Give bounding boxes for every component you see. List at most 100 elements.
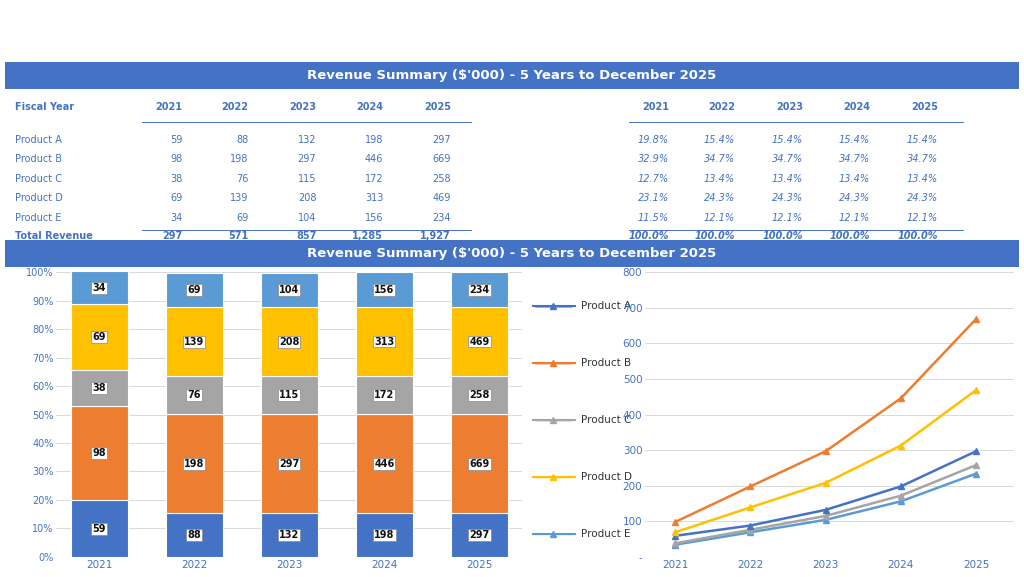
Bar [166, 513, 222, 557]
Text: 24.3%: 24.3% [772, 193, 803, 203]
Text: 2022: 2022 [221, 103, 249, 113]
Text: 132: 132 [280, 530, 299, 540]
Text: 2024: 2024 [356, 103, 383, 113]
Text: 198: 198 [184, 459, 205, 469]
Text: 24.3%: 24.3% [703, 193, 735, 203]
Text: 38: 38 [170, 174, 182, 183]
Text: Fiscal Year: Fiscal Year [15, 103, 75, 113]
Text: 59: 59 [92, 523, 105, 534]
Bar [451, 307, 508, 376]
Text: 34: 34 [92, 283, 105, 293]
Text: 297: 297 [162, 231, 182, 241]
Text: 69: 69 [92, 332, 105, 342]
Text: 446: 446 [374, 459, 394, 469]
Text: 98: 98 [170, 154, 182, 164]
Text: 198: 198 [365, 134, 383, 145]
Text: Product A: Product A [582, 301, 632, 312]
Text: 100.0%: 100.0% [694, 231, 735, 241]
Text: 13.4%: 13.4% [906, 174, 938, 183]
Text: 11.5%: 11.5% [638, 213, 669, 223]
Text: 12.1%: 12.1% [772, 213, 803, 223]
Text: 297: 297 [280, 459, 299, 469]
Bar [451, 513, 508, 557]
Bar [356, 414, 413, 513]
Bar [261, 307, 317, 376]
Text: 297: 297 [432, 134, 452, 145]
Text: 34.7%: 34.7% [839, 154, 869, 164]
Text: 69: 69 [237, 213, 249, 223]
Text: 208: 208 [298, 193, 316, 203]
Text: 13.4%: 13.4% [839, 174, 869, 183]
Text: 12.1%: 12.1% [906, 213, 938, 223]
Bar [356, 513, 413, 557]
Text: 100.0%: 100.0% [897, 231, 938, 241]
Text: 198: 198 [230, 154, 249, 164]
Bar [71, 370, 128, 406]
Bar [451, 272, 508, 307]
Text: 100.0%: 100.0% [629, 231, 669, 241]
Text: 34.7%: 34.7% [703, 154, 735, 164]
Text: Product D: Product D [582, 472, 633, 482]
Text: 115: 115 [280, 390, 299, 400]
Text: 34.7%: 34.7% [772, 154, 803, 164]
Text: 156: 156 [365, 213, 383, 223]
FancyBboxPatch shape [5, 62, 1019, 89]
Text: 24.3%: 24.3% [906, 193, 938, 203]
Bar [71, 304, 128, 370]
Text: 1,927: 1,927 [421, 231, 452, 241]
Text: 12.1%: 12.1% [839, 213, 869, 223]
Text: 2021: 2021 [156, 103, 182, 113]
Text: 2024: 2024 [843, 103, 869, 113]
Text: 571: 571 [228, 231, 249, 241]
Text: Product E: Product E [582, 529, 631, 539]
Bar [71, 406, 128, 500]
Text: 172: 172 [374, 390, 394, 400]
Text: 76: 76 [237, 174, 249, 183]
Text: 208: 208 [280, 337, 299, 347]
Text: 32.9%: 32.9% [638, 154, 669, 164]
Text: 2023: 2023 [776, 103, 803, 113]
Text: 88: 88 [237, 134, 249, 145]
Text: 15.4%: 15.4% [906, 134, 938, 145]
Text: 2022: 2022 [708, 103, 735, 113]
Bar [356, 307, 413, 376]
Text: 297: 297 [469, 530, 489, 540]
Bar [166, 273, 222, 307]
Text: 172: 172 [365, 174, 383, 183]
Text: 15.4%: 15.4% [703, 134, 735, 145]
Text: 313: 313 [365, 193, 383, 203]
Text: 100.0%: 100.0% [829, 231, 869, 241]
Text: 198: 198 [374, 530, 394, 540]
Text: 139: 139 [230, 193, 249, 203]
Text: Product C: Product C [582, 415, 632, 425]
Text: 132: 132 [298, 134, 316, 145]
Bar [261, 376, 317, 414]
FancyBboxPatch shape [5, 240, 1019, 267]
Bar [356, 376, 413, 414]
Text: 469: 469 [433, 193, 452, 203]
Text: 446: 446 [365, 154, 383, 164]
Text: 2023: 2023 [290, 103, 316, 113]
Text: 13.4%: 13.4% [772, 174, 803, 183]
Bar [71, 271, 128, 304]
Bar [261, 513, 317, 557]
Text: Total Revenue: Total Revenue [15, 231, 93, 241]
Text: Product D: Product D [15, 193, 63, 203]
Text: 258: 258 [469, 390, 489, 400]
Text: 34.7%: 34.7% [906, 154, 938, 164]
Text: 13.4%: 13.4% [703, 174, 735, 183]
Text: 258: 258 [432, 174, 452, 183]
Text: Product B: Product B [15, 154, 62, 164]
Text: Product E: Product E [15, 213, 61, 223]
Text: 857: 857 [296, 231, 316, 241]
Text: 669: 669 [433, 154, 452, 164]
Text: 23.1%: 23.1% [638, 193, 669, 203]
Text: 156: 156 [374, 284, 394, 295]
Text: 104: 104 [298, 213, 316, 223]
Text: 19.8%: 19.8% [638, 134, 669, 145]
Bar [166, 307, 222, 376]
Text: Product B: Product B [582, 358, 632, 368]
Text: 139: 139 [184, 337, 205, 347]
Text: Product A: Product A [15, 134, 62, 145]
Text: 98: 98 [92, 448, 105, 458]
